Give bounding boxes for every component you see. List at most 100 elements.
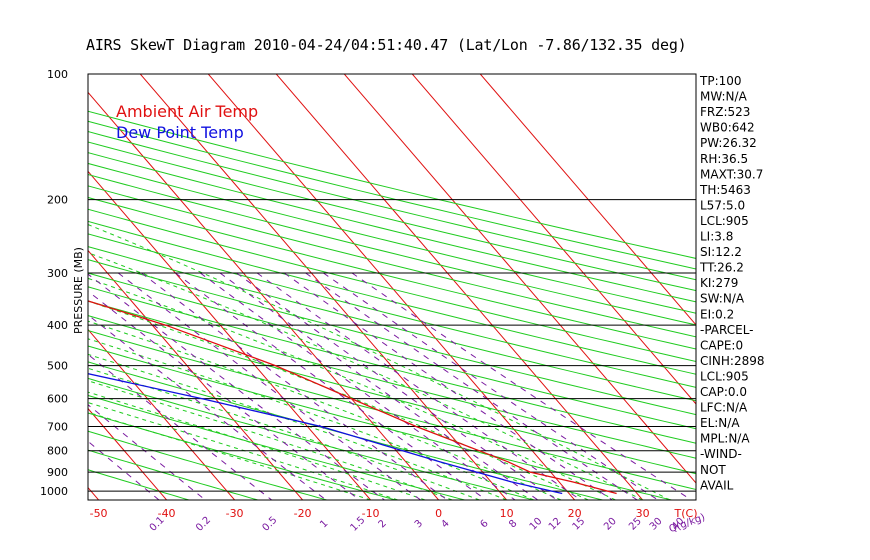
moist-adiabat-lines bbox=[88, 224, 671, 500]
bottom-temp-tick-label: -50 bbox=[90, 507, 108, 520]
isotherm-line bbox=[139, 74, 508, 500]
moist-adiabat-line bbox=[88, 224, 671, 500]
dry-adiabat-line bbox=[88, 272, 696, 430]
dry-adiabat-line bbox=[88, 394, 467, 500]
chart-title: AIRS SkewT Diagram 2010-04-24/04:51:40.4… bbox=[86, 36, 687, 54]
stability-index-entry: LI:3.8 bbox=[700, 230, 733, 244]
stability-index-entry: TT:26.2 bbox=[699, 261, 744, 275]
mixing-ratio-tick-label: 6 bbox=[478, 518, 490, 530]
stability-index-entry: EI:0.2 bbox=[700, 307, 734, 321]
stability-index-entry: TP:100 bbox=[699, 74, 742, 88]
stability-index-entry: SI:12.2 bbox=[700, 245, 742, 259]
mixing-ratio-line bbox=[323, 272, 659, 500]
stability-index-entry: CAP:0.0 bbox=[700, 385, 747, 399]
dry-adiabat-line bbox=[88, 162, 696, 314]
dry-adiabat-line bbox=[88, 120, 696, 270]
mixing-ratio-line bbox=[88, 273, 385, 500]
moist-adiabat-line bbox=[88, 338, 534, 500]
bottom-temp-tick-label: 0 bbox=[435, 507, 442, 520]
pressure-tick-label: 200 bbox=[47, 194, 68, 207]
stability-index-entry: LFC:N/A bbox=[700, 401, 748, 415]
mixing-ratio-tick-label: 3 bbox=[413, 518, 425, 530]
dry-adiabat-line bbox=[88, 246, 696, 402]
mixing-ratio-tick-label: 0.2 bbox=[194, 515, 213, 534]
legend-ambient-air-temp: Ambient Air Temp bbox=[116, 102, 258, 121]
moist-adiabat-line bbox=[88, 277, 616, 500]
pressure-tick-label: 900 bbox=[47, 466, 68, 479]
dry-adiabat-line bbox=[88, 345, 674, 500]
dry-adiabat-line bbox=[88, 208, 696, 362]
bottom-temp-tick-label: 30 bbox=[636, 507, 650, 520]
stability-index-entry: -WIND- bbox=[700, 447, 742, 461]
dry-adiabat-line bbox=[88, 315, 696, 475]
stability-index-entry: PW:26.32 bbox=[700, 136, 757, 150]
stability-index-entry: L57:5.0 bbox=[700, 198, 745, 212]
pressure-tick-label: 1000 bbox=[40, 485, 68, 498]
stability-index-entry: WB0:642 bbox=[700, 121, 755, 135]
moist-adiabat-line bbox=[88, 380, 453, 500]
isotherm-line bbox=[411, 74, 696, 405]
moist-adiabat-line bbox=[88, 300, 589, 500]
bottom-temp-tick-label: -30 bbox=[226, 507, 244, 520]
stability-index-entry: CINH:2898 bbox=[700, 354, 765, 368]
dry-adiabat-line bbox=[88, 286, 696, 444]
mixing-ratio-tick-label: 30 bbox=[648, 516, 665, 533]
pressure-tick-label: 300 bbox=[47, 267, 68, 280]
bottom-temp-tick-label: 10 bbox=[500, 507, 514, 520]
stability-index-entry: -PARCEL- bbox=[700, 323, 754, 337]
dry-adiabat-line bbox=[88, 152, 696, 303]
stability-index-entry: SW:N/A bbox=[700, 292, 745, 306]
bottom-temp-unit: T(C) bbox=[674, 507, 698, 520]
dry-adiabat-line bbox=[88, 300, 696, 459]
sounding-profiles bbox=[88, 300, 617, 495]
stability-index-entry: MPL:N/A bbox=[700, 432, 750, 446]
dry-adiabat-line bbox=[88, 173, 696, 326]
dry-adiabat-line bbox=[88, 259, 696, 416]
mixing-ratio-tick-label: 8 bbox=[507, 518, 519, 530]
isotherm-line bbox=[88, 407, 168, 500]
mixing-ratio-line bbox=[283, 272, 613, 500]
isotherm-line bbox=[275, 74, 644, 500]
mixing-ratio-line bbox=[219, 272, 539, 500]
stability-index-entry: CAPE:0 bbox=[700, 338, 743, 352]
mixing-ratio-tick-label: 1 bbox=[318, 518, 330, 530]
mixing-ratio-tick-label: 10 bbox=[528, 516, 545, 533]
plot-frame bbox=[87, 73, 697, 501]
stability-index-entry: LCL:905 bbox=[700, 214, 749, 228]
mixing-ratio-tick-label: 2 bbox=[377, 518, 389, 530]
pressure-tick-label: 100 bbox=[47, 68, 68, 81]
dry-adiabat-line bbox=[88, 220, 696, 375]
mixing-ratio-tick-label: 12 bbox=[547, 516, 564, 533]
dry-adiabat-line bbox=[88, 185, 696, 338]
pressure-tick-label: 400 bbox=[47, 319, 68, 332]
isotherm-line bbox=[207, 74, 576, 500]
moist-adiabat-line bbox=[88, 367, 480, 500]
stability-index-entry: MW:N/A bbox=[700, 90, 748, 104]
stability-index-entry: FRZ:523 bbox=[700, 105, 750, 119]
bottom-temp-tick-label: -40 bbox=[158, 507, 176, 520]
bottom-temp-tick-label: 20 bbox=[568, 507, 582, 520]
dry-adiabat-line bbox=[88, 141, 696, 292]
moist-adiabat-line bbox=[88, 411, 371, 500]
dry-adiabat-line bbox=[88, 196, 696, 350]
legend-dew-point-temp: Dew Point Temp bbox=[116, 123, 244, 142]
ambient-air-temp-line bbox=[88, 300, 617, 495]
mixing-ratio-tick-label: 20 bbox=[602, 516, 619, 533]
stability-index-entry: TH:5463 bbox=[699, 183, 751, 197]
stability-index-entry: MAXT:30.7 bbox=[700, 167, 763, 181]
isotherm-line bbox=[0, 55, 32, 502]
moist-adiabat-line bbox=[88, 402, 398, 500]
stability-index-entry: AVAIL bbox=[700, 478, 734, 492]
mixing-ratio-tick-label: 0.5 bbox=[260, 515, 279, 534]
pressure-tick-label: 500 bbox=[47, 360, 68, 373]
y-axis-label: PRESSURE (MB) bbox=[72, 247, 85, 334]
stability-index-entry: RH:36.5 bbox=[700, 152, 748, 166]
pressure-tick-labels: 100 200 300 400 500 600 700 800 900 1000 bbox=[40, 68, 68, 498]
stability-index-entry: NOT bbox=[700, 463, 726, 477]
moist-adiabat-line bbox=[88, 353, 507, 500]
isotherm-line bbox=[88, 170, 372, 500]
pressure-tick-label: 700 bbox=[47, 421, 68, 434]
isotherm-line bbox=[88, 328, 236, 500]
